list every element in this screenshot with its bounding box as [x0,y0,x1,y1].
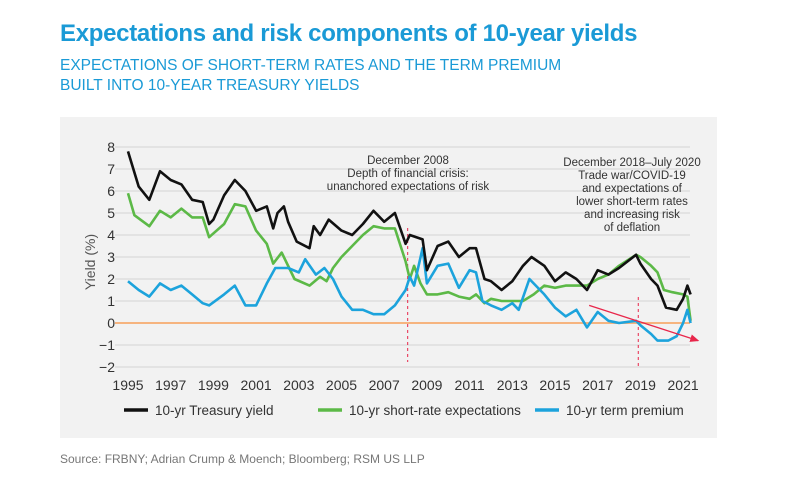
y-tick-label: 5 [107,205,115,221]
y-tick-label: 2 [107,271,115,287]
annotation-text: Trade war/COVID-19 [578,170,686,182]
y-tick-label: 0 [107,315,115,331]
annotation-text: and expectations of [582,183,683,195]
annotation-text: unanchored expectations of risk [327,181,490,193]
x-tick-label: 2009 [411,377,442,393]
x-tick-label: 2007 [369,377,400,393]
x-tick-label: 2013 [497,377,528,393]
x-tick-label: 1995 [112,377,143,393]
y-tick-label: 1 [107,293,115,309]
annotation-text: of deflation [604,222,660,234]
legend-label: 10-yr term premium [566,403,684,418]
chart-subtitle: EXPECTATIONS OF SHORT-TERM RATES AND THE… [60,56,660,96]
x-tick-label: 2019 [625,377,656,393]
x-tick-label: 1999 [198,377,229,393]
subtitle-line-1: EXPECTATIONS OF SHORT-TERM RATES AND THE… [60,57,562,74]
x-tick-label: 2005 [326,377,357,393]
trend-arrow [588,304,700,342]
x-tick-label: 2015 [539,377,570,393]
x-tick-label: 2001 [241,377,272,393]
series-line-2 [127,246,692,342]
y-tick-label: 3 [107,249,115,265]
x-tick-label: 2021 [668,377,699,393]
y-tick-label: 6 [107,183,115,199]
chart-panel [60,117,717,438]
chart-title: Expectations and risk components of 10-y… [60,20,638,47]
annotation-text: December 2018–July 2020 [563,157,700,169]
y-tick-label: −1 [99,337,115,353]
annotation-text: lower short-term rates [576,196,688,208]
subtitle-line-2: BUILT INTO 10-YEAR TREASURY YIELDS [60,77,360,94]
y-tick-label: 7 [107,161,115,177]
x-tick-label: 1997 [155,377,186,393]
legend-label: 10-yr Treasury yield [155,403,274,418]
x-tick-label: 2017 [582,377,613,393]
x-tick-label: 2003 [283,377,314,393]
x-tick-label: 2011 [455,377,485,393]
annotation-text: Depth of financial crisis: [347,168,468,180]
annotation-text: December 2008 [367,155,449,167]
source-note: Source: FRBNY; Adrian Crump & Moench; Bl… [60,452,425,466]
series-line-0 [126,151,692,312]
y-tick-label: 4 [107,227,115,243]
legend-label: 10-yr short-rate expectations [349,403,521,418]
y-axis-label: Yield (%) [82,234,98,290]
y-tick-label: 8 [107,139,115,155]
annotation-text: and increasing risk [584,209,680,221]
y-tick-label: −2 [99,359,115,375]
